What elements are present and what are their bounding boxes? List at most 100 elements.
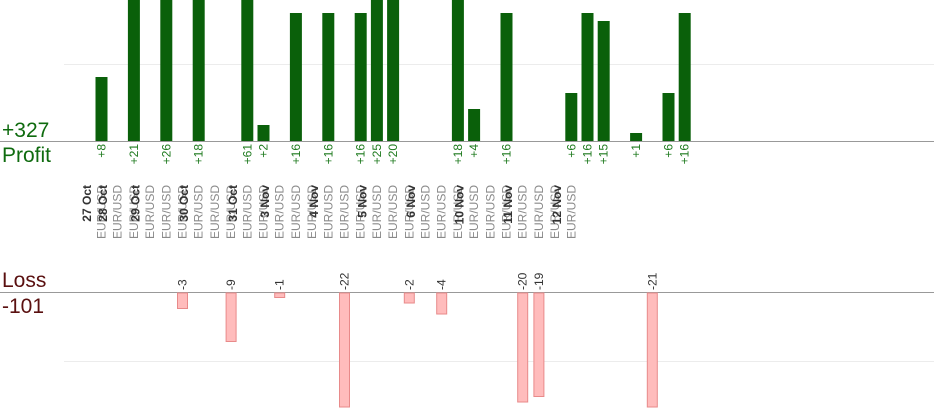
loss-bar (436, 292, 448, 315)
date-label: 6 Nov (404, 185, 418, 218)
profit-bar (192, 0, 205, 141)
profit-value-label: +16 (354, 144, 368, 165)
profit-bar (127, 0, 140, 141)
loss-total: -101 (2, 295, 45, 318)
pair-label: EUR/USD (386, 185, 400, 239)
profit-value-label: +2 (257, 144, 271, 158)
date-label: 29 Oct (129, 185, 143, 222)
profit-value-label: +21 (127, 144, 141, 165)
date-label: 10 Nov (453, 185, 467, 225)
pair-label: EUR/USD (321, 185, 335, 239)
pair-label: EUR/USD (467, 185, 481, 239)
loss-label: Loss (2, 269, 47, 292)
profit-value-label: +16 (289, 144, 303, 165)
date-label: 27 Oct (80, 185, 94, 222)
date-label: 3 Nov (258, 185, 272, 218)
profit-value-label: +20 (386, 144, 400, 165)
profit-value-label: +4 (467, 144, 481, 158)
pair-label: EUR/USD (192, 185, 206, 239)
pair-label: EUR/USD (257, 185, 271, 239)
profit-value-label: +18 (451, 144, 465, 165)
pair-label: EUR/USD (127, 185, 141, 239)
pair-label: EUR/USD (273, 185, 287, 239)
pair-label: EUR/USD (451, 185, 465, 239)
profit-bar (160, 0, 173, 141)
pair-label: EUR/USD (143, 185, 157, 239)
loss-bar (274, 292, 286, 298)
pair-label: EUR/USD (402, 185, 416, 239)
profit-bar (289, 13, 302, 141)
pair-label: EUR/USD (548, 185, 562, 239)
profit-value-label: +25 (370, 144, 384, 165)
pair-label: EUR/USD (419, 185, 433, 239)
pair-label: EUR/USD (516, 185, 530, 239)
profit-bar (322, 13, 335, 141)
loss-bar (533, 292, 545, 397)
profit-bar (581, 13, 594, 141)
profit-bar (597, 21, 610, 141)
pair-label: EUR/USD (240, 185, 254, 239)
pair-label: EUR/USD (354, 185, 368, 239)
profit-value-label: +16 (581, 144, 595, 165)
profit-bar (370, 0, 383, 141)
date-label: 12 Nov (550, 185, 564, 225)
loss-value-label: -3 (176, 279, 190, 290)
profit-value-label: +16 (678, 144, 692, 165)
profit-value-label: +16 (321, 144, 335, 165)
profit-bar (630, 133, 643, 141)
profit-value-label: +6 (564, 144, 578, 158)
profit-bar (662, 93, 675, 141)
date-label: 5 Nov (355, 185, 369, 218)
pair-label: EUR/USD (111, 185, 125, 239)
pair-label: EUR/USD (435, 185, 449, 239)
loss-value-label: -4 (435, 279, 449, 290)
profit-bar (565, 93, 578, 141)
profit-value-label: +16 (500, 144, 514, 165)
profit-bar (500, 13, 513, 141)
profit-bar (95, 77, 108, 141)
profit-value-label: +26 (159, 144, 173, 165)
date-label: 31 Oct (226, 185, 240, 222)
pair-label: EUR/USD (483, 185, 497, 239)
profit-total: +327 (2, 119, 50, 142)
pair-label: EUR/USD (564, 185, 578, 239)
loss-value-label: -9 (224, 279, 238, 290)
pair-label: EUR/USD (224, 185, 238, 239)
loss-value-label: -19 (532, 272, 546, 290)
loss-bar (177, 292, 188, 309)
profit-bar (451, 0, 464, 141)
pair-label: EUR/USD (208, 185, 222, 239)
pair-label: EUR/USD (95, 185, 109, 239)
profit-bar (468, 109, 481, 141)
profit-bar (678, 13, 691, 141)
pair-label: EUR/USD (500, 185, 514, 239)
profit-value-label: +1 (629, 144, 643, 158)
profit-value-label: +8 (95, 144, 109, 158)
date-label: 30 Oct (177, 185, 191, 222)
date-label: 4 Nov (307, 185, 321, 218)
pair-label: EUR/USD (176, 185, 190, 239)
loss-value-label: -21 (645, 272, 659, 290)
loss-value-label: -2 (402, 279, 416, 290)
profit-value-label: +15 (597, 144, 611, 165)
loss-bar (339, 292, 350, 408)
profit-value-label: +61 (240, 144, 254, 165)
pair-label: EUR/USD (289, 185, 303, 239)
profit-bar (257, 125, 270, 141)
profit-bar (387, 0, 400, 141)
profit-bar (241, 0, 254, 141)
pair-label: EUR/USD (532, 185, 546, 239)
loss-value-label: -20 (516, 272, 530, 290)
loss-bar (517, 292, 529, 403)
pair-label: EUR/USD (305, 185, 319, 239)
profit-label: Profit (2, 144, 52, 167)
loss-bar (403, 292, 415, 304)
pair-label: EUR/USD (159, 185, 173, 239)
profit-value-label: +18 (192, 144, 206, 165)
loss-value-label: -1 (273, 279, 287, 290)
loss-value-label: -22 (338, 272, 352, 290)
pair-label: EUR/USD (370, 185, 384, 239)
pair-label: EUR/USD (338, 185, 352, 239)
profit-value-label: +6 (662, 144, 676, 158)
